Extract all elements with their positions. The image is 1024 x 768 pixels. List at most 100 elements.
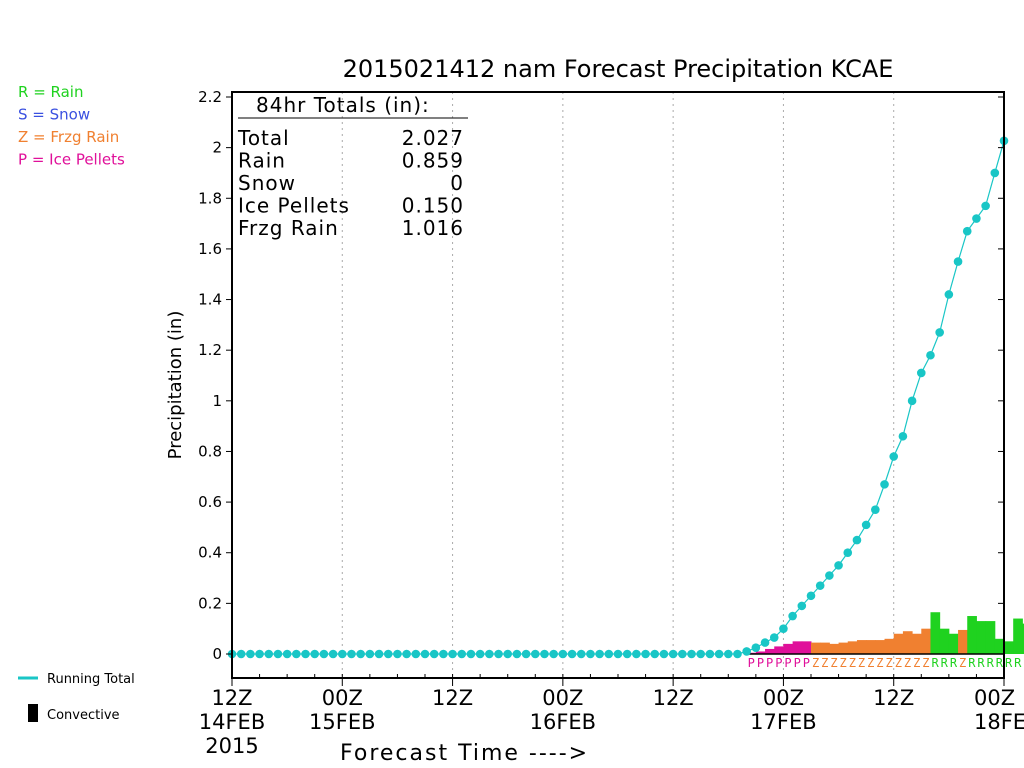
x-tick-label: 12Z: [873, 686, 914, 710]
running-total-point: [613, 649, 623, 659]
plot-frame: [231, 91, 1005, 679]
running-total-point: [916, 368, 926, 378]
x-tick-label: 17FEB: [750, 710, 816, 734]
precip-type-letter: R: [1014, 656, 1022, 670]
running-total-point: [907, 396, 917, 406]
bottom-legend: Running Total Convective: [18, 672, 135, 723]
running-total-point: [292, 649, 301, 659]
precip-type-letter: R: [987, 656, 995, 670]
running-total-point: [457, 649, 467, 659]
running-total-point: [687, 649, 696, 659]
precip-type-letter: Z: [858, 656, 865, 670]
running-total-point: [236, 649, 246, 659]
running-total-point: [889, 452, 899, 461]
running-total-point: [751, 643, 761, 652]
precip-type-letter: Z: [830, 656, 837, 670]
precip-type-letter: Z: [886, 656, 893, 670]
running-total-point: [485, 649, 494, 659]
totals-row-label: Ice Pellets: [238, 194, 350, 218]
precip-bar: [967, 616, 977, 654]
running-total-legend-label: Running Total: [47, 672, 135, 687]
running-total-point: [246, 649, 255, 659]
running-total-point: [880, 480, 889, 489]
precip-bar: [985, 621, 996, 654]
convective-swatch: [28, 704, 38, 722]
totals-row-value: 0.859: [402, 149, 464, 173]
running-total-point: [843, 548, 853, 558]
precip-bar: [866, 640, 876, 654]
x-tick-label: 12Z: [211, 686, 252, 710]
precip-type-letter: Z: [959, 656, 966, 670]
running-total-point: [871, 505, 880, 514]
precip-bar: [912, 633, 922, 654]
running-total-point: [512, 649, 522, 659]
totals-header: 84hr Totals (in):: [256, 93, 430, 117]
x-tick-label: 00Z: [542, 686, 583, 710]
running-total-point: [650, 649, 660, 659]
precip-type-letter: Z: [840, 656, 847, 670]
precip-type-letter: P: [784, 656, 791, 670]
running-total-point: [595, 649, 604, 659]
y-tick-label: 1.2: [198, 341, 222, 359]
precip-type-letter: Z: [867, 656, 874, 670]
precip-bar: [1022, 623, 1024, 654]
precip-bar: [783, 643, 794, 654]
x-tick-label: 14FEB: [199, 710, 265, 734]
x-tick-label: 15FEB: [309, 710, 375, 734]
running-total-point: [347, 649, 356, 659]
running-total-point: [301, 649, 310, 659]
y-axis: 0 0.2 0.4 0.6 0.8 1 1.2 1.4 1.6 1.8 2 2.2: [198, 88, 1004, 663]
precip-bar: [792, 641, 803, 654]
precip-type-letter: P: [794, 656, 801, 670]
running-total-point: [365, 649, 375, 659]
x-tick-label: 2015: [205, 734, 258, 758]
precip-type-legend: R = Rain S = Snow Z = Frzg Rain P = Ice Pel…: [18, 83, 125, 169]
precip-bar: [948, 633, 959, 654]
precip-bar: [994, 638, 1005, 654]
running-total-point: [788, 611, 797, 621]
running-total-point: [806, 591, 816, 601]
precip-type-letter: Z: [849, 656, 856, 670]
running-total-point: [586, 649, 595, 659]
running-total-point: [540, 649, 549, 659]
x-tick-label: 16FEB: [530, 710, 596, 734]
running-total-point: [723, 649, 733, 659]
running-total-point: [797, 601, 807, 611]
legend-entry: P = Ice Pellets: [18, 151, 125, 169]
precip-type-letter: P: [803, 656, 810, 670]
precip-type-letter: P: [748, 656, 755, 670]
running-total-point: [898, 431, 908, 441]
x-axis-label: Forecast Time ---->: [340, 741, 589, 766]
running-total-point: [944, 290, 954, 299]
running-total-point: [852, 535, 862, 545]
running-total-point: [834, 561, 843, 570]
running-total-point: [494, 649, 503, 659]
running-total-point: [926, 350, 935, 360]
running-total-point: [374, 649, 384, 659]
precip-type-letter: Z: [904, 656, 911, 670]
running-total-point: [972, 214, 981, 223]
precip-type-letter: R: [996, 656, 1004, 670]
precip-bar: [856, 640, 867, 654]
running-total-point: [604, 649, 614, 659]
y-axis-label: Precipitation (in): [165, 311, 186, 460]
x-tick-label: 00Z: [322, 686, 363, 710]
running-total-point: [255, 649, 264, 659]
running-total-point: [668, 649, 678, 659]
precip-bar: [829, 643, 840, 654]
running-total-point: [659, 649, 669, 659]
y-tick-label: 1: [212, 392, 222, 410]
running-total-point: [310, 649, 320, 659]
totals-row-label: Frzg Rain: [238, 216, 339, 240]
running-total-point: [475, 649, 485, 659]
running-total-point: [953, 257, 963, 266]
precip-bar: [838, 642, 849, 654]
running-total-point: [448, 649, 457, 659]
y-tick-label: 0: [212, 645, 222, 663]
y-tick-label: 0.4: [198, 544, 222, 562]
totals-row-value: 1.016: [402, 216, 464, 240]
running-total-point: [383, 649, 393, 659]
